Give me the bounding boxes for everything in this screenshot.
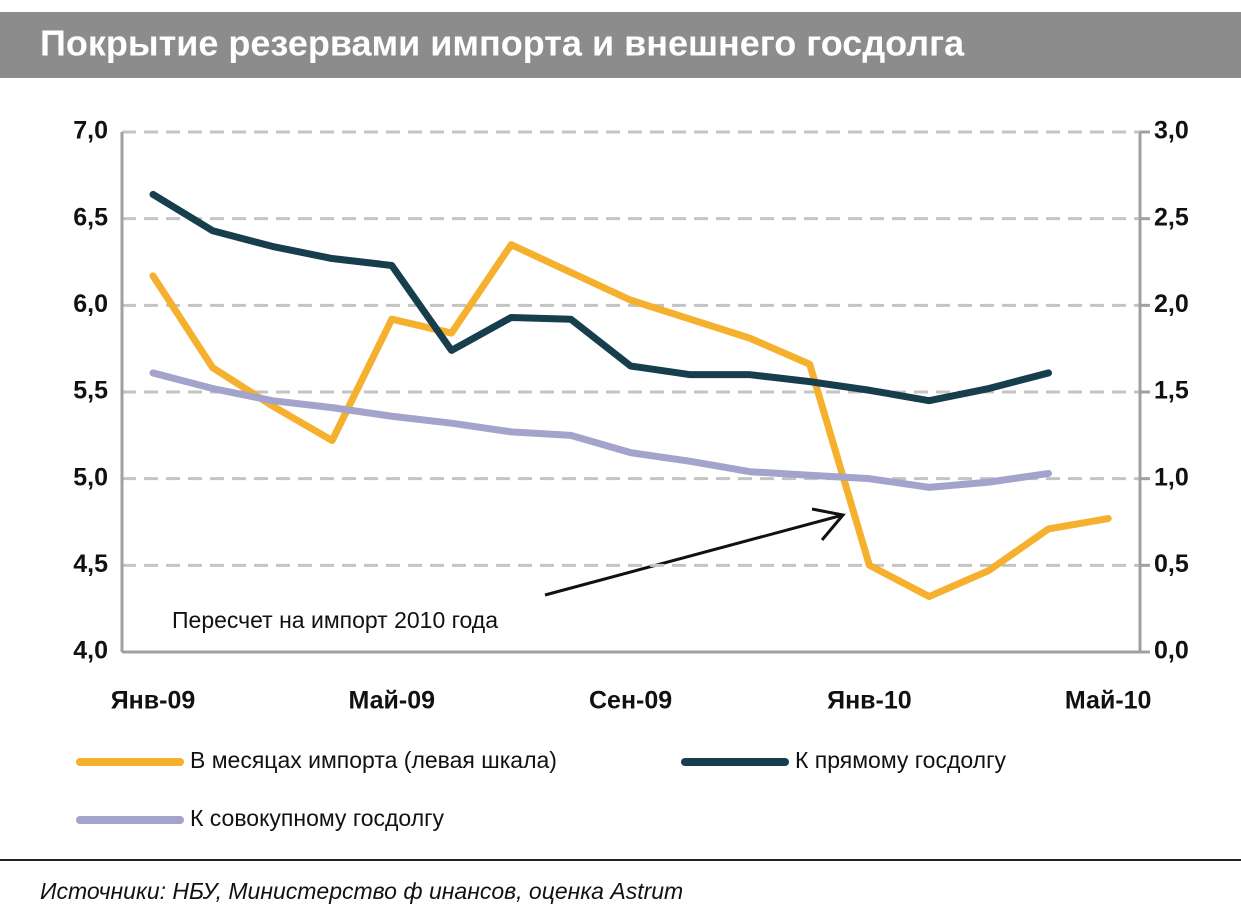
y2-tick-label: 3,0	[1154, 117, 1189, 145]
y-tick-label: 7,0	[73, 117, 108, 145]
y2-tick-label: 0,0	[1154, 637, 1189, 665]
source: Источники: НБУ, Министерство ф инансов, …	[40, 878, 683, 904]
title-bar	[0, 12, 1241, 78]
arrow-head	[811, 507, 846, 541]
chart-title: Покрытие резервами импорта и внешнего го…	[40, 23, 965, 64]
annotation-arrow	[544, 513, 844, 597]
series-line	[149, 241, 1112, 601]
series-line	[149, 369, 1052, 491]
y2-tick-label: 1,0	[1154, 463, 1189, 491]
y-tick-label: 4,5	[73, 550, 108, 578]
x-tick-label: Янв-09	[111, 687, 196, 715]
y2-tick-label: 2,0	[1154, 290, 1189, 318]
y2-tick-label: 2,5	[1154, 203, 1189, 231]
y-tick-label: 6,0	[73, 290, 108, 318]
x-tick-label: Май-10	[1065, 687, 1152, 715]
annotation: Пересчет на импорт 2010 года	[172, 607, 498, 633]
y-tick-label: 5,0	[73, 463, 108, 491]
y2-tick-label: 1,5	[1154, 377, 1189, 405]
y-tick-label: 4,0	[73, 637, 108, 665]
x-tick-label: Янв-10	[827, 687, 912, 715]
series-line	[149, 190, 1052, 405]
x-tick-label: Сен-09	[589, 687, 672, 715]
x-tick-label: Май-09	[349, 687, 436, 715]
y-tick-label: 5,5	[73, 377, 108, 405]
legend-label: В месяцах импорта (левая шкала)	[190, 747, 557, 773]
legend-label: К прямому госдолгу	[795, 747, 1006, 773]
legend-label: К совокупному госдолгу	[190, 805, 445, 831]
y2-tick-label: 0,5	[1154, 550, 1189, 578]
y-tick-label: 6,5	[73, 203, 108, 231]
